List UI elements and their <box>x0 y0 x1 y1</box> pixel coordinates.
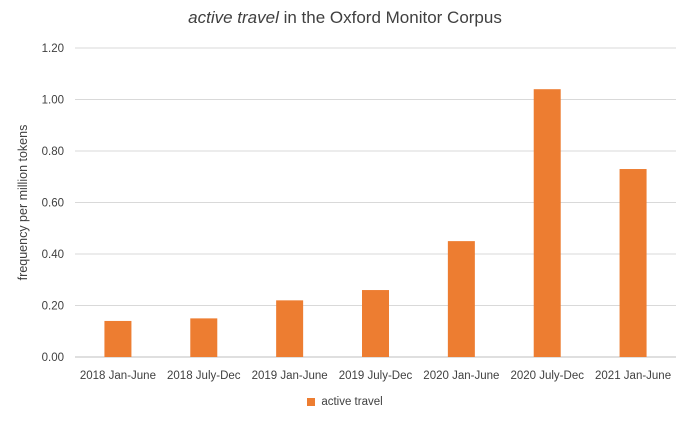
bars <box>104 89 647 357</box>
chart-title: active travel in the Oxford Monitor Corp… <box>0 8 690 28</box>
chart-title-italic: active travel <box>188 8 279 27</box>
legend-label: active travel <box>321 396 383 408</box>
bar <box>533 89 561 357</box>
gridlines <box>75 47 676 358</box>
y-tick-label: 0.80 <box>42 146 64 158</box>
bar <box>190 318 218 357</box>
bar <box>276 300 304 357</box>
x-tick-label: 2021 Jan-June <box>595 370 671 382</box>
x-tick-label: 2020 July-Dec <box>510 370 584 382</box>
legend-swatch <box>307 398 316 406</box>
chart-title-rest: in the Oxford Monitor Corpus <box>278 8 502 27</box>
x-tick-label: 2018 July-Dec <box>167 370 241 382</box>
bar <box>104 320 132 357</box>
y-tick-label: 0.60 <box>42 198 64 210</box>
y-tick-label: 0.40 <box>42 249 64 261</box>
bar <box>362 290 389 357</box>
bar <box>619 169 647 357</box>
y-tick-label: 1.20 <box>42 43 64 55</box>
y-axis-title: frequency per million tokens <box>16 125 30 281</box>
y-tick-label: 0.20 <box>42 301 64 313</box>
x-tick-label: 2018 Jan-June <box>80 370 156 382</box>
x-tick-labels: 2018 Jan-June 2018 July-Dec 2019 Jan-June 2… <box>80 370 671 382</box>
x-tick-label: 2019 Jan-June <box>252 370 328 382</box>
legend: active travel <box>0 396 690 408</box>
y-tick-label: 1.00 <box>42 95 64 107</box>
y-tick-labels: 0.00 0.20 0.40 0.60 0.80 1.00 1.20 <box>42 43 64 364</box>
bar <box>447 241 475 357</box>
x-tick-label: 2020 Jan-June <box>423 370 499 382</box>
x-tick-label: 2019 July-Dec <box>339 370 413 382</box>
y-tick-label: 0.00 <box>42 352 64 364</box>
